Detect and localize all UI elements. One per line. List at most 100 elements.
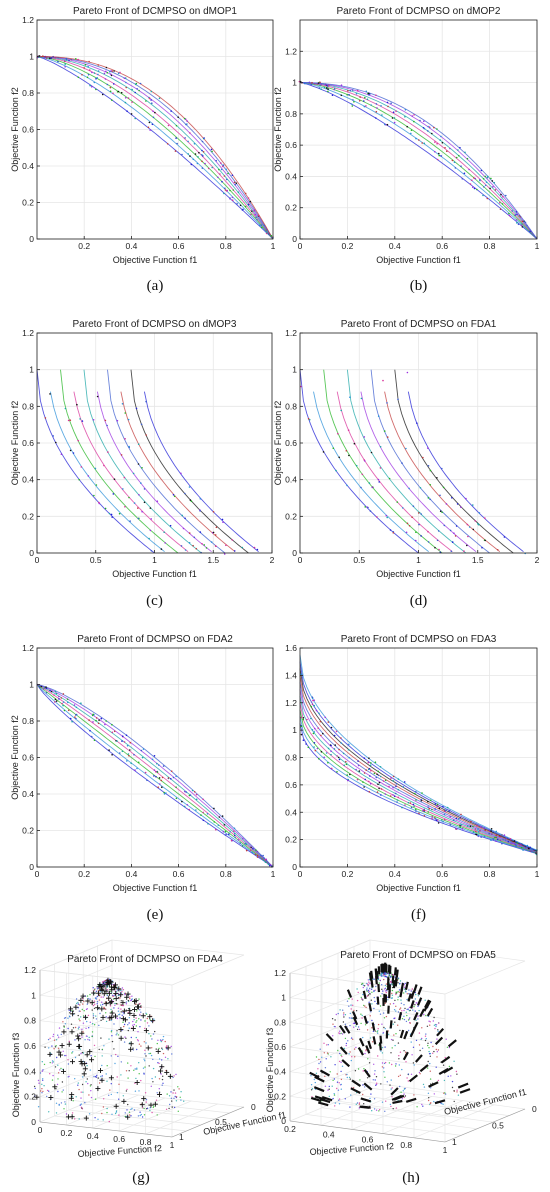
data-point bbox=[99, 990, 101, 993]
series-line bbox=[299, 716, 538, 854]
data-point bbox=[226, 190, 228, 192]
data-point bbox=[116, 1076, 118, 1078]
data-point bbox=[111, 99, 113, 101]
marker-stroke bbox=[415, 1054, 423, 1063]
data-point bbox=[58, 695, 60, 698]
data-point bbox=[148, 1065, 150, 1067]
data-point bbox=[331, 1085, 333, 1087]
data-point bbox=[430, 1087, 432, 1089]
data-point bbox=[144, 1066, 146, 1068]
data-point bbox=[68, 1075, 70, 1078]
data-point bbox=[95, 717, 98, 719]
data-point bbox=[357, 1026, 360, 1028]
data-point bbox=[41, 1092, 43, 1094]
data-point bbox=[363, 1103, 365, 1105]
data-point bbox=[403, 1018, 406, 1021]
data-point bbox=[133, 1023, 135, 1026]
data-point bbox=[95, 78, 97, 80]
data-point bbox=[385, 991, 387, 994]
data-point bbox=[156, 771, 159, 773]
data-point bbox=[233, 550, 236, 552]
data-point bbox=[397, 788, 400, 791]
data-point bbox=[311, 696, 314, 698]
data-point bbox=[128, 1070, 130, 1072]
data-point bbox=[90, 735, 93, 738]
data-point bbox=[153, 1018, 155, 1020]
data-point bbox=[57, 1047, 60, 1050]
data-point bbox=[355, 1103, 357, 1106]
data-point bbox=[165, 792, 167, 794]
data-point bbox=[183, 117, 186, 120]
data-point bbox=[116, 991, 118, 993]
data-point bbox=[405, 1061, 407, 1063]
data-point bbox=[105, 1073, 107, 1075]
data-point bbox=[413, 120, 415, 123]
data-point bbox=[433, 1016, 435, 1019]
data-point bbox=[477, 834, 480, 837]
data-point bbox=[310, 717, 312, 720]
data-point bbox=[516, 221, 518, 224]
data-point bbox=[138, 998, 140, 1000]
data-point bbox=[148, 1033, 150, 1035]
data-point bbox=[390, 1052, 392, 1054]
data-point bbox=[343, 1047, 345, 1050]
data-point bbox=[391, 1047, 393, 1049]
data-point bbox=[117, 1007, 120, 1009]
data-point bbox=[52, 1061, 55, 1063]
chart-title: Pareto Front of DCMPSO on FDA2 bbox=[77, 634, 233, 645]
data-point bbox=[135, 1003, 137, 1005]
data-point bbox=[161, 776, 164, 779]
data-point bbox=[395, 1063, 397, 1065]
data-point bbox=[526, 844, 529, 847]
data-point bbox=[376, 773, 378, 776]
data-point bbox=[97, 64, 100, 66]
data-point bbox=[338, 1098, 341, 1100]
data-point bbox=[191, 789, 194, 792]
chart-panel-h: 00.20.40.60.811.20.20.40.60.8100.51Paret… bbox=[265, 939, 537, 1186]
data-point bbox=[152, 1106, 154, 1109]
y-tick-label: 1 bbox=[452, 1137, 457, 1147]
series-8 bbox=[120, 391, 236, 553]
data-point bbox=[313, 742, 316, 744]
data-point bbox=[414, 539, 417, 542]
data-point bbox=[332, 1035, 334, 1037]
series-10 bbox=[406, 371, 526, 555]
data-point bbox=[470, 820, 472, 823]
data-point bbox=[373, 1098, 376, 1100]
data-point bbox=[439, 510, 442, 512]
data-point bbox=[142, 1107, 144, 1109]
data-point bbox=[421, 142, 424, 144]
y-tick-label: 1.6 bbox=[285, 643, 297, 653]
data-point bbox=[501, 842, 503, 845]
data-point bbox=[406, 1077, 408, 1079]
data-point bbox=[51, 1079, 54, 1081]
y-tick-label: 0.5 bbox=[215, 1117, 227, 1127]
data-point bbox=[378, 982, 380, 984]
panel-caption: (c) bbox=[146, 593, 163, 609]
data-point bbox=[403, 1096, 406, 1099]
chart-title: Pareto Front of DCMPSO on FDA3 bbox=[341, 634, 497, 645]
data-point bbox=[160, 779, 163, 782]
data-point bbox=[145, 1055, 147, 1057]
data-point bbox=[384, 1046, 386, 1048]
data-point bbox=[423, 120, 425, 123]
data-point bbox=[76, 403, 78, 406]
data-point bbox=[136, 1048, 138, 1051]
data-point bbox=[426, 1067, 429, 1069]
data-point bbox=[372, 1079, 374, 1081]
data-point bbox=[333, 87, 336, 89]
data-point bbox=[92, 1017, 95, 1019]
data-point bbox=[78, 1118, 80, 1120]
data-point bbox=[419, 487, 422, 489]
data-point bbox=[78, 1026, 80, 1028]
data-point bbox=[175, 797, 178, 800]
data-point bbox=[356, 1102, 359, 1104]
data-point bbox=[411, 115, 414, 117]
data-point bbox=[369, 510, 372, 512]
x-tick-label: 1.5 bbox=[207, 555, 219, 565]
data-point bbox=[89, 729, 91, 732]
data-point bbox=[369, 1037, 372, 1039]
data-point bbox=[110, 1029, 113, 1032]
data-point bbox=[109, 1089, 111, 1091]
data-point bbox=[428, 126, 431, 128]
